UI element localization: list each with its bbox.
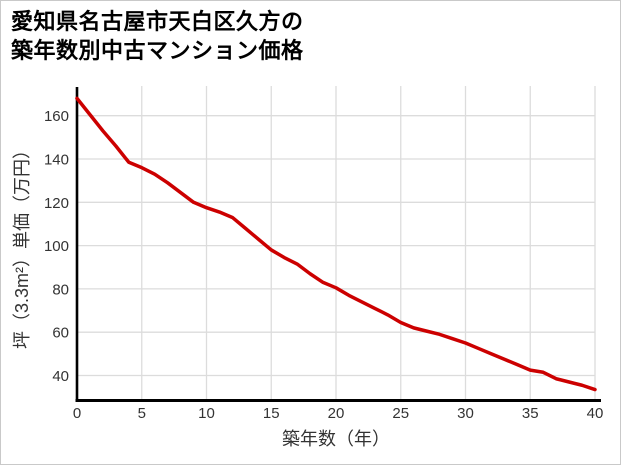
grid-lines <box>77 86 596 400</box>
y-tick-label: 160 <box>44 108 69 125</box>
x-tick-label: 25 <box>392 405 409 422</box>
x-tick-label: 35 <box>522 405 539 422</box>
y-tick-labels: 40 60 80 100 120 140 160 <box>44 108 69 385</box>
x-axis-label: 築年数（年） <box>282 429 390 449</box>
x-tick-label: 40 <box>587 405 604 422</box>
x-tick-label: 15 <box>263 405 280 422</box>
chart-title-line2: 築年数別中古マンション価格 <box>11 38 304 63</box>
x-tick-label: 0 <box>73 405 81 422</box>
x-tick-labels: 0 5 10 15 20 25 30 35 40 <box>73 405 604 422</box>
x-tick-label: 20 <box>328 405 345 422</box>
y-tick-label: 60 <box>52 325 69 342</box>
y-tick-label: 40 <box>52 368 69 385</box>
y-axis-label: 坪（3.3m²）単価（万円） <box>12 141 32 349</box>
y-tick-label: 140 <box>44 152 69 169</box>
chart-title-line1: 愛知県名古屋市天白区久方の <box>11 9 304 34</box>
chart-title: 愛知県名古屋市天白区久方の 築年数別中古マンション価格 <box>11 7 304 65</box>
x-tick-label: 5 <box>138 405 146 422</box>
y-tick-label: 100 <box>44 238 69 255</box>
x-tick-label: 30 <box>457 405 474 422</box>
y-tick-label: 120 <box>44 195 69 212</box>
y-tick-label: 80 <box>52 281 69 298</box>
axes <box>75 87 601 402</box>
x-tick-label: 10 <box>198 405 215 422</box>
price-line-series <box>75 96 597 392</box>
